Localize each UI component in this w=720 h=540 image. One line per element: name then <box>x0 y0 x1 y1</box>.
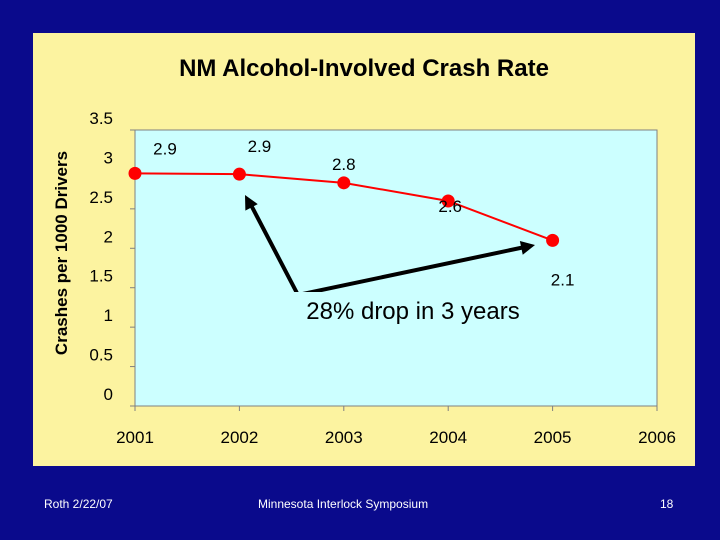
y-tick-label: 2.5 <box>89 188 113 207</box>
x-axis: 2001 2002 2003 2004 2005 2006 <box>116 406 676 447</box>
slide-panel: NM Alcohol-Involved Crash Rate Crashes p… <box>33 33 695 466</box>
x-tick-label: 2002 <box>220 428 258 447</box>
y-tick-label: 0.5 <box>89 346 113 365</box>
plot-area <box>134 129 658 407</box>
data-label: 2.8 <box>332 155 356 174</box>
y-tick-label: 3 <box>104 148 113 167</box>
data-point <box>441 194 455 208</box>
x-tick-label: 2006 <box>638 428 676 447</box>
data-point <box>337 176 351 190</box>
y-axis-label: Crashes per 1000 Drivers <box>52 151 71 355</box>
data-label: 2.9 <box>153 139 177 158</box>
footer-event-name: Minnesota Interlock Symposium <box>258 497 429 511</box>
series-layer: 2.9 2.9 2.8 2.6 2.1 <box>128 137 575 289</box>
x-tick-label: 2001 <box>116 428 154 447</box>
data-label: 2.6 <box>438 197 462 216</box>
crash-rate-chart: NM Alcohol-Involved Crash Rate Crashes p… <box>52 55 676 447</box>
y-tick-label: 1 <box>104 306 113 325</box>
annotation-arrowhead-right <box>519 241 535 255</box>
annotation-layer: 28% drop in 3 years <box>245 195 548 326</box>
y-axis: 0 0.5 1 1.5 2 2.5 3 3.5 <box>89 109 135 407</box>
annotation-box <box>278 292 548 326</box>
data-point <box>546 233 560 247</box>
annotation-arrowhead-left <box>245 195 258 211</box>
x-tick-label: 2003 <box>325 428 363 447</box>
x-tick-label: 2005 <box>534 428 572 447</box>
y-tick-label: 1.5 <box>89 267 113 286</box>
y-tick-label: 3.5 <box>89 109 113 128</box>
x-tick-label: 2004 <box>429 428 467 447</box>
data-point <box>232 167 246 181</box>
y-tick-label: 2 <box>104 227 113 246</box>
footer-slide-number: 18 <box>660 497 674 511</box>
data-label: 2.9 <box>248 137 272 156</box>
chart-title: NM Alcohol-Involved Crash Rate <box>179 55 549 82</box>
data-label: 2.1 <box>551 270 575 289</box>
y-tick-label: 0 <box>104 385 113 404</box>
data-point <box>128 166 142 180</box>
annotation-text: 28% drop in 3 years <box>306 298 519 325</box>
footer-author-date: Roth 2/22/07 <box>44 497 113 511</box>
